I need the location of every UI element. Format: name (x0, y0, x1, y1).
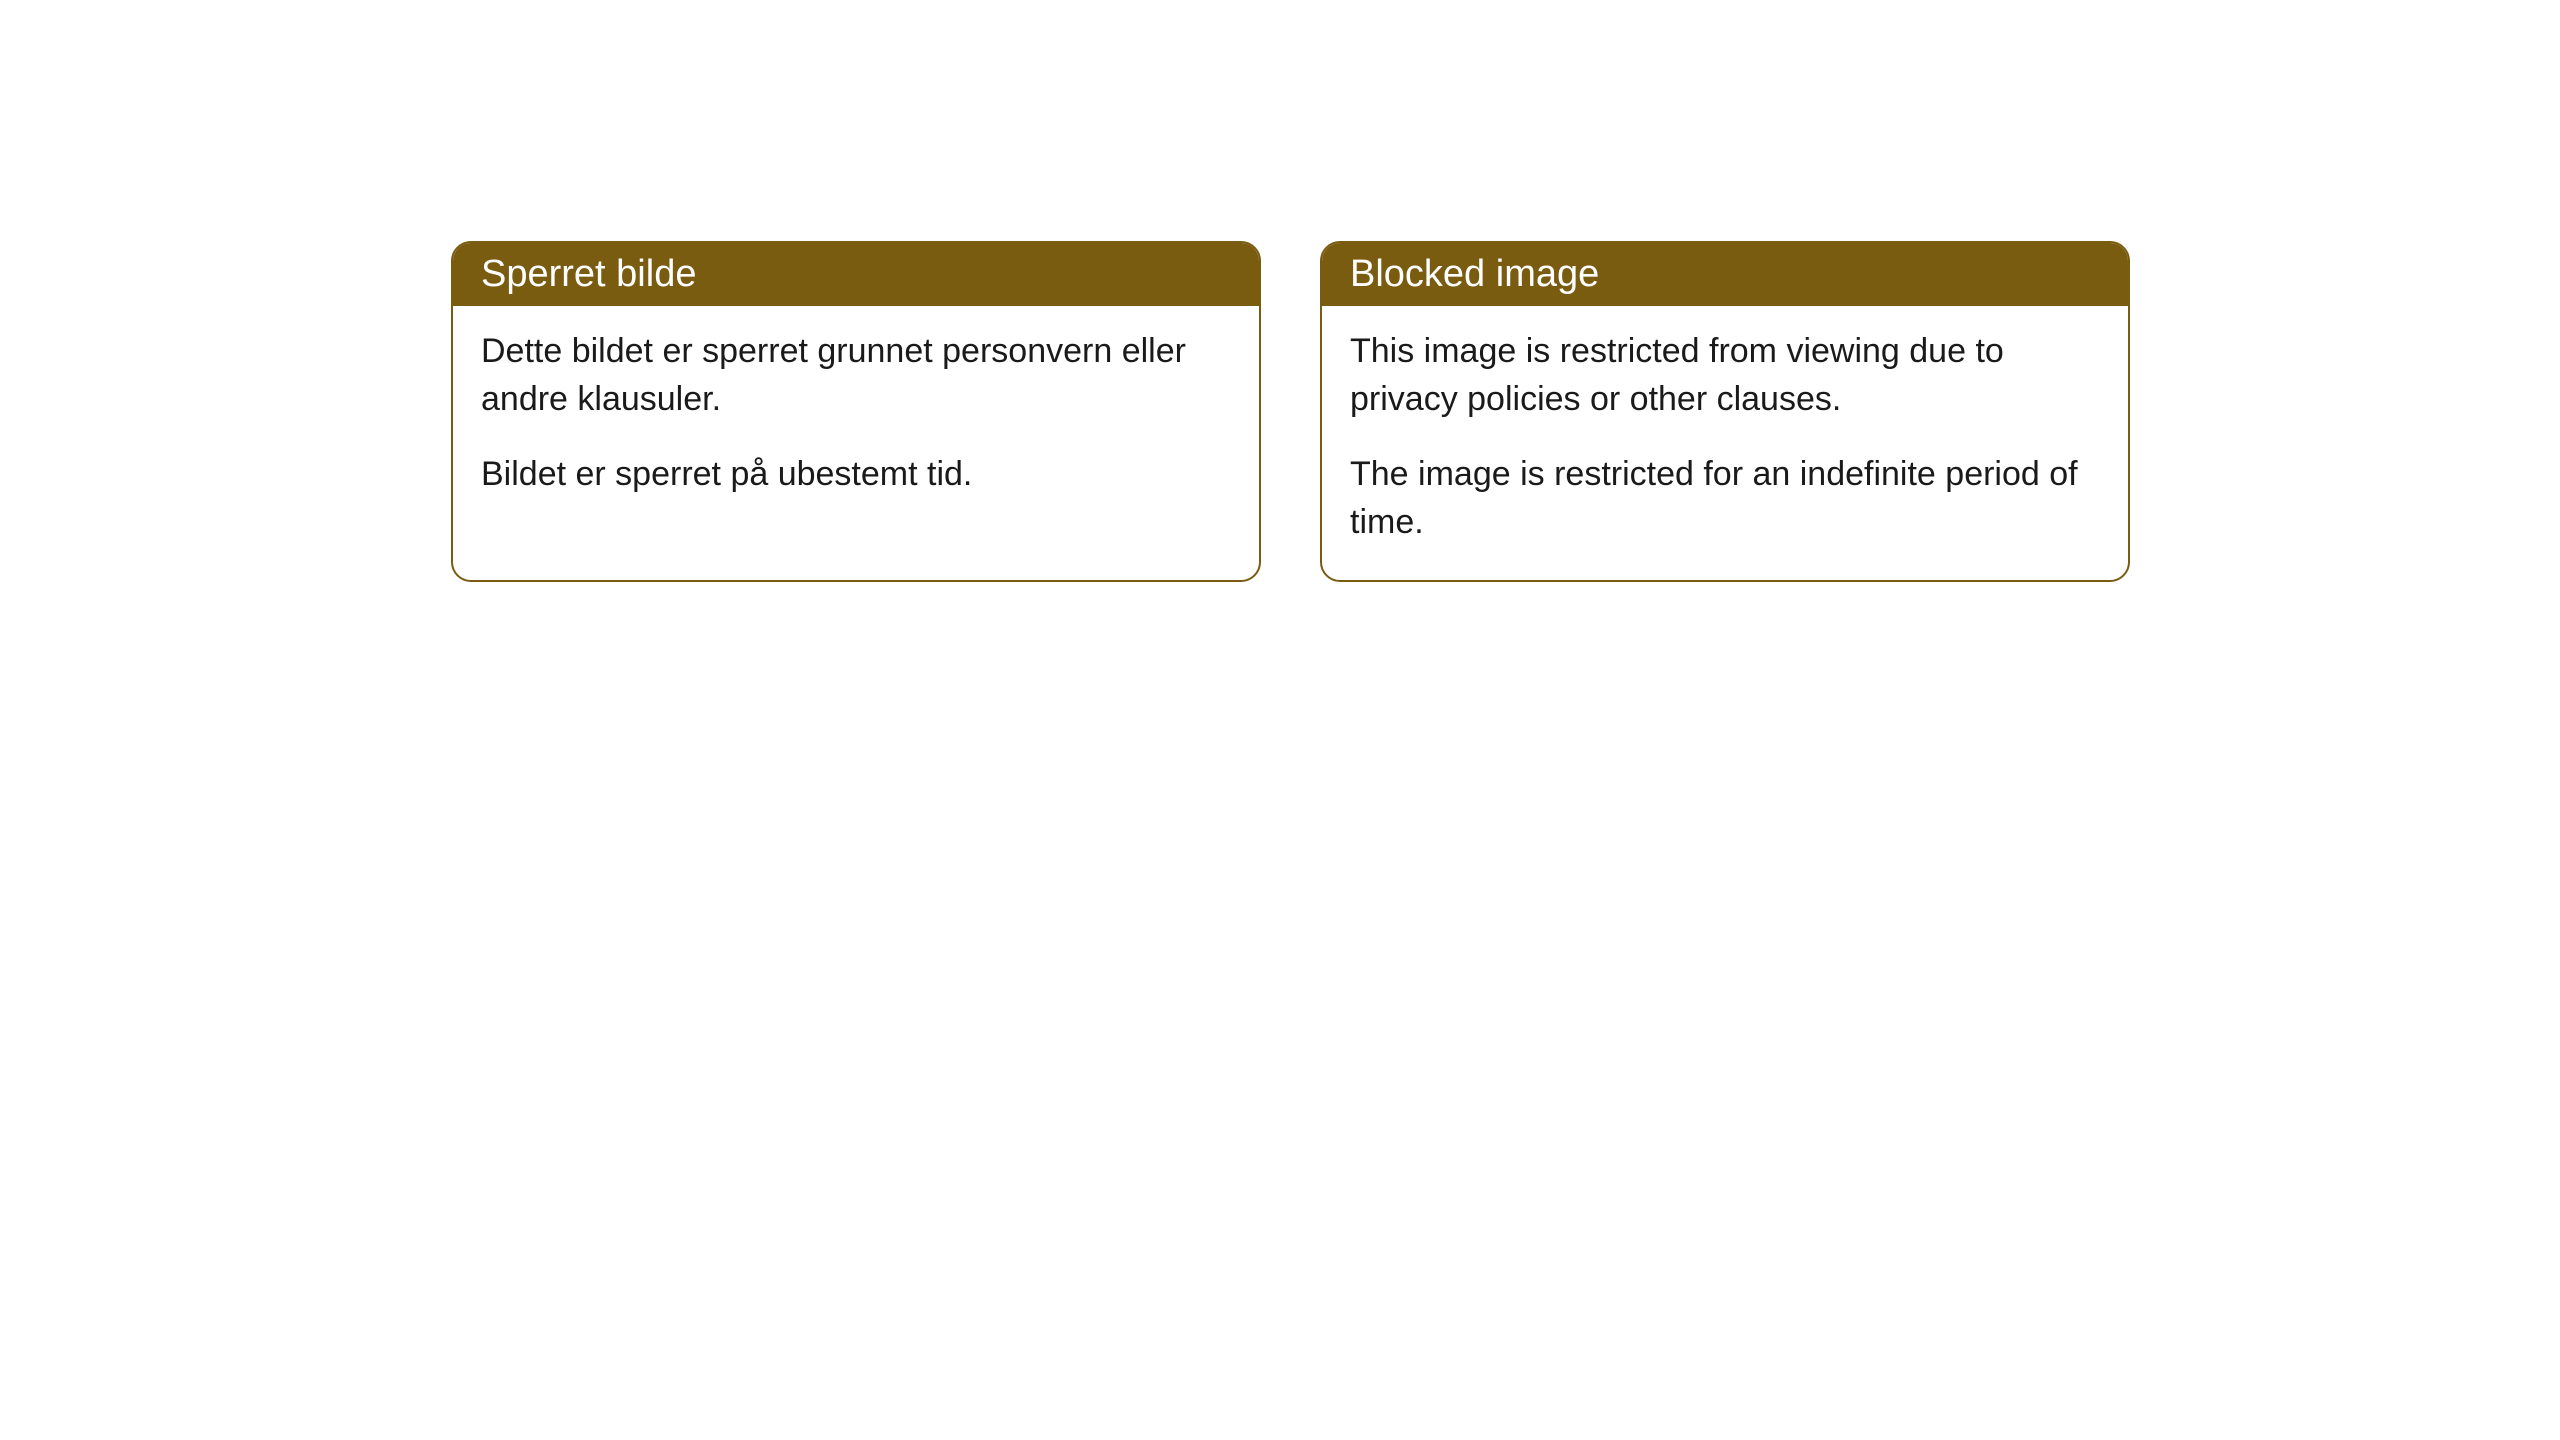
notice-text-paragraph: The image is restricted for an indefinit… (1350, 451, 2100, 546)
notice-text-paragraph: Dette bildet er sperret grunnet personve… (481, 328, 1231, 423)
card-header: Sperret bilde (453, 243, 1259, 306)
card-header: Blocked image (1322, 243, 2128, 306)
notice-cards-container: Sperret bilde Dette bildet er sperret gr… (451, 241, 2130, 582)
notice-card-english: Blocked image This image is restricted f… (1320, 241, 2130, 582)
notice-card-norwegian: Sperret bilde Dette bildet er sperret gr… (451, 241, 1261, 582)
notice-text-paragraph: Bildet er sperret på ubestemt tid. (481, 451, 1231, 499)
card-body: Dette bildet er sperret grunnet personve… (453, 306, 1259, 533)
card-body: This image is restricted from viewing du… (1322, 306, 2128, 580)
notice-text-paragraph: This image is restricted from viewing du… (1350, 328, 2100, 423)
